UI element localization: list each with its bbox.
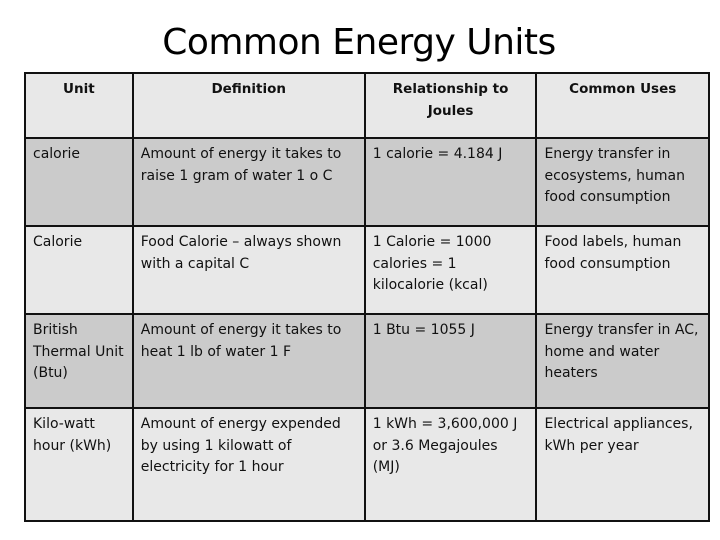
table-row: calorie Amount of energy it takes to rai… — [24, 137, 710, 227]
header-relationship: Relationship to Joules — [363, 72, 538, 139]
table-row: British Thermal Unit (Btu) Amount of ene… — [24, 313, 710, 409]
cell-relationship: 1 kWh = 3,600,000 J or 3.6 Megajoules (M… — [363, 407, 538, 522]
cell-unit: British Thermal Unit (Btu) — [24, 313, 134, 409]
cell-relationship: 1 Calorie = 1000 calories = 1 kilocalori… — [363, 225, 538, 315]
cell-definition: Amount of energy expended by using 1 kil… — [131, 407, 366, 522]
header-row: Unit Definition Relationship to Joules C… — [24, 72, 710, 139]
cell-uses: Food labels, human food consumption — [535, 225, 710, 315]
cell-uses: Energy transfer in AC, home and water he… — [535, 313, 710, 409]
header-uses: Common Uses — [535, 72, 710, 139]
cell-relationship: 1 Btu = 1055 J — [363, 313, 538, 409]
cell-unit: Kilo-watt hour (kWh) — [24, 407, 134, 522]
cell-uses: Energy transfer in ecosystems, human foo… — [535, 137, 710, 227]
cell-definition: Amount of energy it takes to raise 1 gra… — [131, 137, 366, 227]
cell-definition: Amount of energy it takes to heat 1 lb o… — [131, 313, 366, 409]
cell-uses: Electrical appliances, kWh per year — [535, 407, 710, 522]
slide-title: Common Energy Units — [162, 22, 556, 63]
cell-unit: calorie — [24, 137, 134, 227]
energy-units-table: Unit Definition Relationship to Joules C… — [24, 72, 710, 522]
header-unit: Unit — [24, 72, 134, 139]
table-row: Calorie Food Calorie – always shown with… — [24, 225, 710, 315]
cell-unit: Calorie — [24, 225, 134, 315]
table-row: Kilo-watt hour (kWh) Amount of energy ex… — [24, 407, 710, 522]
cell-definition: Food Calorie – always shown with a capit… — [131, 225, 366, 315]
header-definition: Definition — [131, 72, 366, 139]
cell-relationship: 1 calorie = 4.184 J — [363, 137, 538, 227]
